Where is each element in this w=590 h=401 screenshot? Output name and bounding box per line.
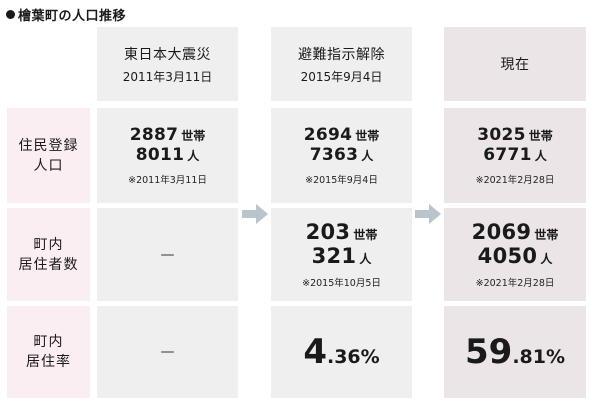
residents-col-3-households: 2069 世帯 [472,220,559,244]
title-text: 檜葉町の人口推移 [18,9,127,24]
residents-col-3-people: 4050 人 [478,244,553,268]
registered-col-1-households: 2887 世帯 [130,125,206,145]
header-col-1-date: 2011年3月11日 [122,69,213,84]
row-label-registered-line1: 住民登録 [18,137,79,154]
header-col-1: 東日本大震災 2011年3月11日 [97,27,238,101]
rate-integer: 59 [464,332,513,372]
row-label-residents-line2: 居住者数 [18,256,79,273]
arrow-right-icon [242,204,268,224]
row-label-residents-line1: 町内 [33,236,64,253]
unit: 世帯 [534,228,559,242]
value: 4050 [477,244,538,268]
registered-col-2-people: 7363 人 [310,145,374,165]
registered-col-3-households: 3025 世帯 [477,125,553,145]
value: 2887 [129,125,179,145]
note: ※2015年10月5日 [302,278,381,289]
arrow-right-icon [415,204,441,224]
rate-decimal: .36% [326,346,380,368]
residents-col-1: — [97,208,238,301]
row-label-registered: 住民登録 人口 [7,108,90,203]
residents-col-2-people: 321 人 [312,244,372,268]
row-label-rate-line2: 居住率 [26,354,71,370]
unit: 人 [359,252,372,266]
rate-col-2-value: 4 .36% [303,332,379,372]
note: ※2021年2月28日 [475,278,555,289]
residents-col-2: 203 世帯 321 人 ※2015年10月5日 [271,208,412,301]
unit: 世帯 [528,129,553,143]
value: 2069 [471,220,532,244]
page-title: 檜葉町の人口推移 [6,5,126,24]
bullet-icon [6,10,15,19]
note: ※2015年9月4日 [305,175,378,186]
unit: 人 [361,149,374,163]
no-data-dash: — [160,344,175,360]
value: 3025 [477,125,526,145]
rate-col-1: — [97,306,238,398]
registered-col-3: 3025 世帯 6771 人 ※2021年2月28日 [444,108,586,203]
residents-col-3: 2069 世帯 4050 人 ※2021年2月28日 [444,208,586,301]
rate-integer: 4 [303,332,327,372]
registered-col-1-people: 8011 人 [136,145,200,165]
unit: 人 [534,149,547,163]
value: 203 [305,220,351,244]
value: 2694 [303,125,353,145]
unit: 世帯 [353,228,378,242]
residents-col-2-households: 203 世帯 [306,220,378,244]
registered-col-3-people: 6771 人 [483,145,547,165]
value: 321 [311,244,357,268]
row-label-residents: 町内 居住者数 [7,208,90,301]
value: 8011 [135,145,185,165]
unit: 人 [187,149,200,163]
unit: 世帯 [181,129,206,143]
header-col-2-main: 避難指示解除 [298,46,385,63]
registered-col-2: 2694 世帯 7363 人 ※2015年9月4日 [271,108,412,203]
row-label-rate-line1: 町内 [33,334,64,350]
header-col-3: 現在 [444,27,586,101]
value: 6771 [483,145,532,165]
header-col-2: 避難指示解除 2015年9月4日 [271,27,412,101]
rate-col-2: 4 .36% [271,306,412,398]
row-label-registered-line2: 人口 [33,157,64,174]
rate-col-3-value: 59 .81% [465,332,565,372]
rate-col-3: 59 .81% [444,306,586,398]
registered-col-1: 2887 世帯 8011 人 ※2011年3月11日 [97,108,238,203]
rate-decimal: .81% [512,346,566,368]
note: ※2021年2月28日 [475,175,555,186]
header-col-2-date: 2015年9月4日 [300,69,383,84]
unit: 人 [540,252,553,266]
unit: 世帯 [355,129,380,143]
row-label-rate: 町内 居住率 [7,306,90,398]
note: ※2011年3月11日 [128,175,207,186]
no-data-dash: — [160,246,175,263]
header-col-3-main: 現在 [500,57,530,73]
registered-col-2-households: 2694 世帯 [304,125,380,145]
header-col-1-main: 東日本大震災 [124,46,211,63]
value: 7363 [309,145,359,165]
